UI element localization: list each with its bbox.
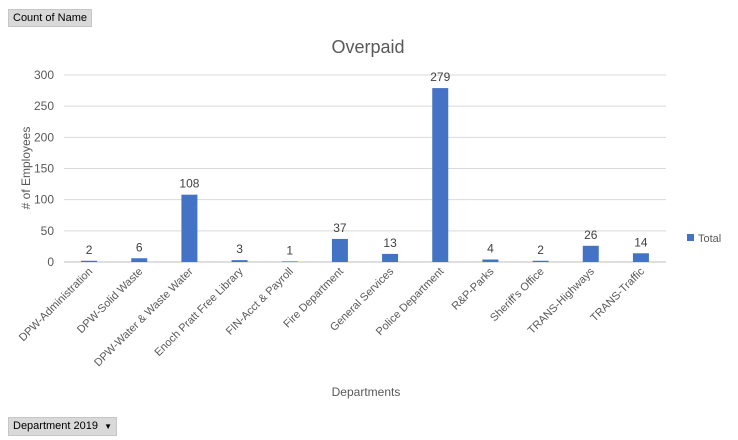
legend: Total xyxy=(687,233,721,245)
y-tick-label: 100 xyxy=(34,193,54,207)
y-tick-label: 50 xyxy=(41,224,55,238)
data-label: 26 xyxy=(584,228,598,242)
bar xyxy=(231,260,248,262)
bar xyxy=(482,259,499,262)
x-tick-label: R&P-Parks xyxy=(450,265,497,312)
dropdown-arrow-icon: ▼ xyxy=(104,422,112,431)
bar xyxy=(331,238,348,262)
count-of-name-label: Count of Name xyxy=(13,12,87,24)
legend-label-total: Total xyxy=(698,233,721,245)
department-2019-field-button[interactable]: Department 2019 ▼ xyxy=(8,417,117,436)
data-label: 279 xyxy=(430,70,450,84)
data-label: 1 xyxy=(286,243,293,257)
bar xyxy=(81,260,98,262)
data-label: 14 xyxy=(634,235,648,249)
data-label: 4 xyxy=(487,242,494,256)
y-axis-ticks: 0 50 100 150 200 250 300 xyxy=(34,68,54,269)
bar xyxy=(582,245,599,262)
bar xyxy=(532,260,549,262)
chart-gridlines xyxy=(64,74,666,263)
bar xyxy=(432,88,449,262)
data-label: 2 xyxy=(537,243,544,257)
bar xyxy=(131,258,148,262)
count-of-name-field-button[interactable]: Count of Name xyxy=(8,9,92,27)
data-label: 2 xyxy=(86,243,93,257)
y-tick-label: 250 xyxy=(34,99,54,113)
y-tick-label: 300 xyxy=(34,68,54,82)
x-tick-label: TRANS-Traffic xyxy=(588,265,647,324)
bar xyxy=(281,261,298,262)
bar xyxy=(632,253,649,262)
chart-title: Overpaid xyxy=(331,37,404,57)
y-tick-label: 0 xyxy=(47,255,54,269)
data-label: 108 xyxy=(179,177,199,191)
bar xyxy=(382,253,399,262)
bar xyxy=(181,194,198,262)
x-axis-title: Departments xyxy=(332,385,401,399)
y-axis-title: # of Employees xyxy=(19,127,33,210)
department-2019-label: Department 2019 xyxy=(13,420,98,432)
x-tick-label: Enoch Pratt Free Library xyxy=(152,265,246,359)
x-tick-label: DPW-Water & Waste Water xyxy=(92,265,196,369)
data-label: 37 xyxy=(333,221,347,235)
y-tick-label: 150 xyxy=(34,162,54,176)
data-label: 13 xyxy=(383,236,397,250)
legend-swatch-total xyxy=(687,234,694,241)
data-label: 3 xyxy=(236,242,243,256)
bar-series-total xyxy=(81,88,649,262)
y-tick-label: 200 xyxy=(34,130,54,144)
data-label: 6 xyxy=(136,240,143,254)
